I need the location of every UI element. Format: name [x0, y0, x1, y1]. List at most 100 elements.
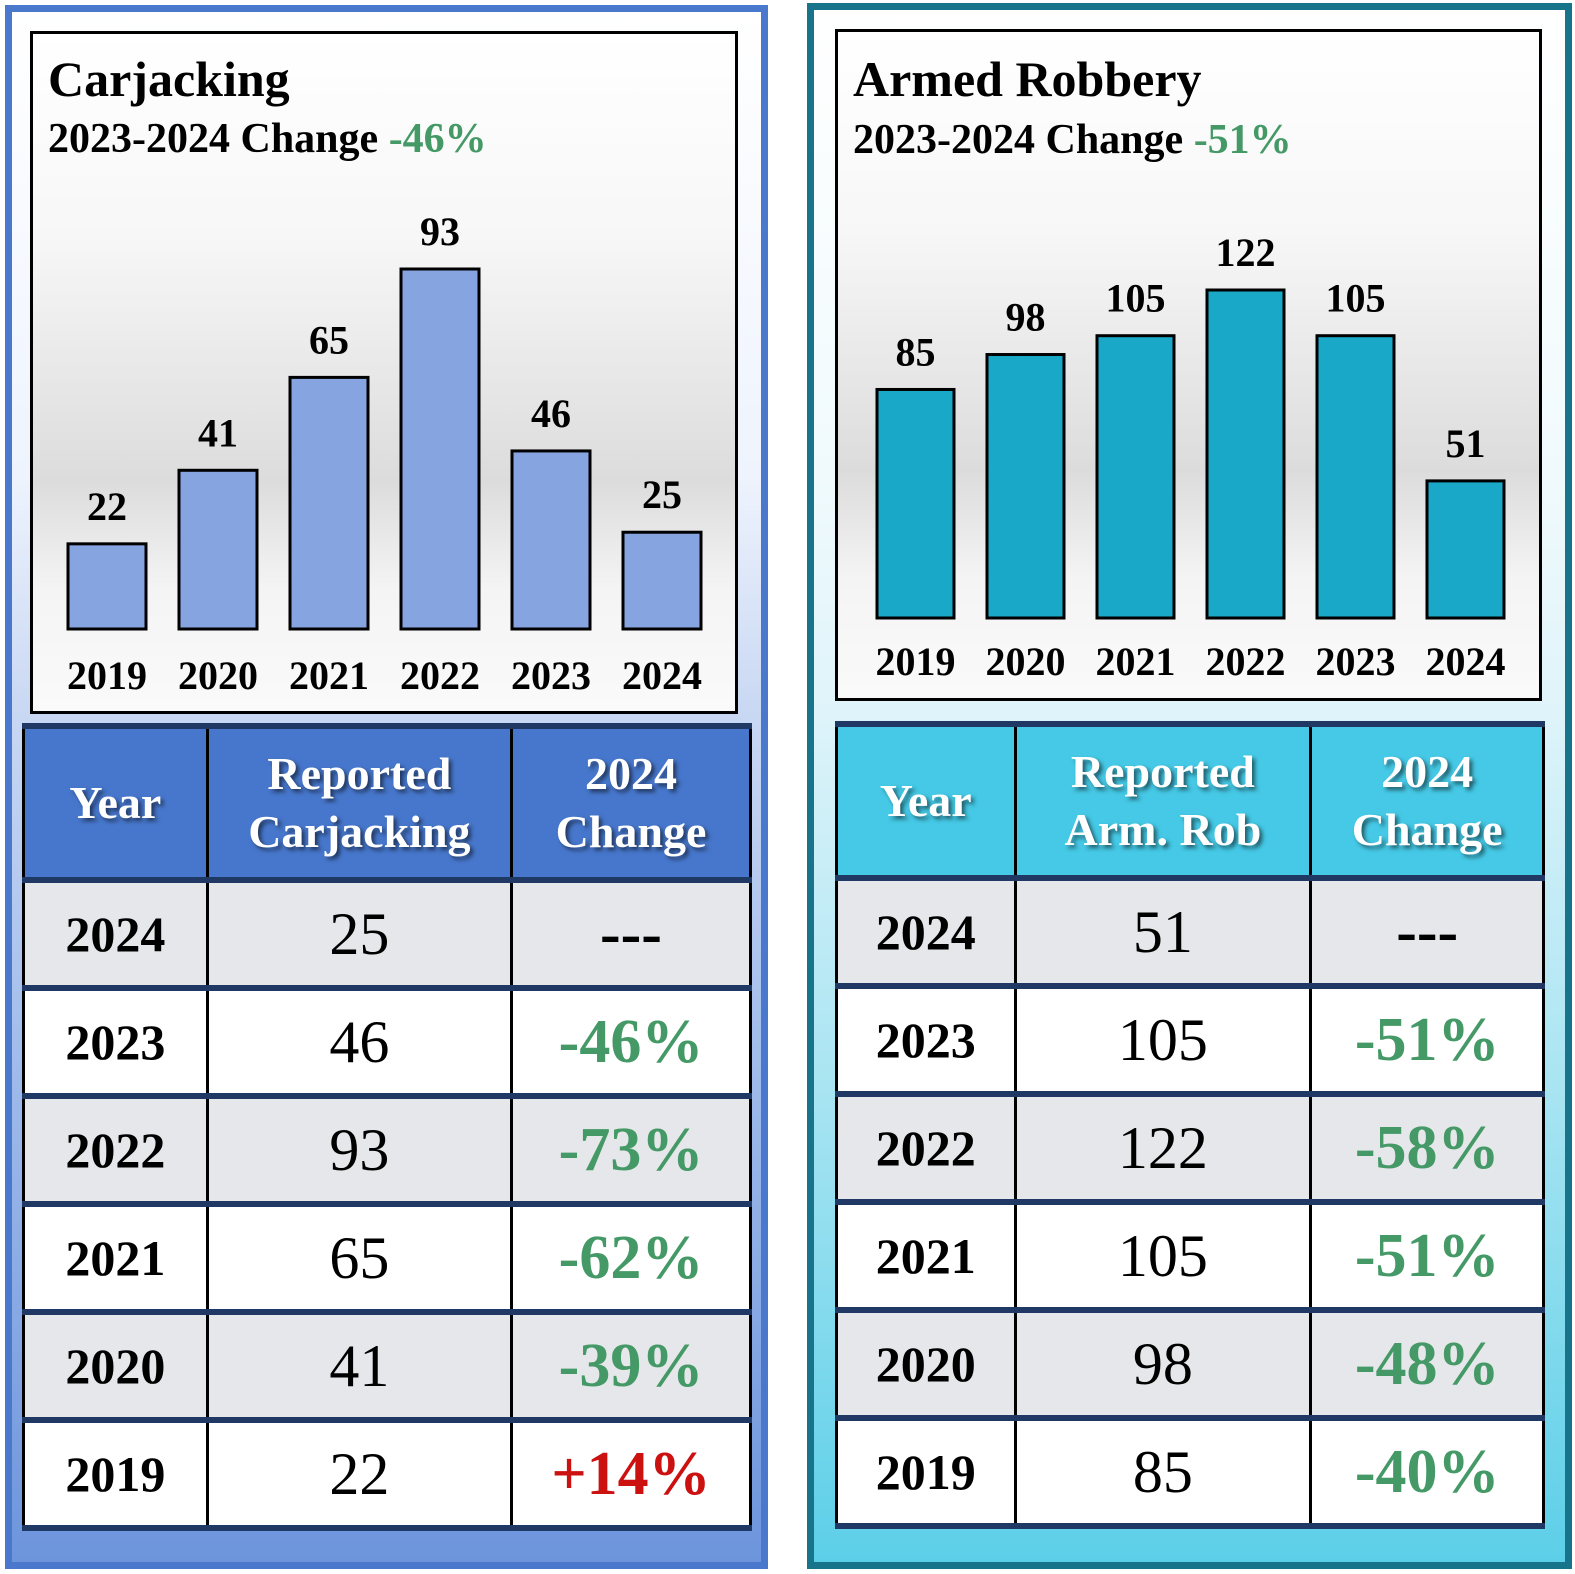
year-cell: 2020 [22, 1310, 209, 1422]
x-tick-label-2019: 2019 [876, 639, 956, 684]
carjacking-panel: Carjacking 2023-2024 Change -46% 22 2019 4… [5, 5, 768, 1569]
change-cell: -73% [510, 1094, 752, 1206]
year-cell: 2023 [835, 984, 1017, 1096]
armed-robbery-bar-chart: Armed Robbery 2023-2024 Change -51% 85 20… [853, 51, 1506, 684]
year-cell: 2019 [22, 1418, 209, 1530]
armed-robbery-table: Year Reported Arm. Rob 2024 Change 2024 51 ---… [835, 721, 1545, 1529]
data-label-2022: 122 [1216, 230, 1276, 275]
data-label-2022: 93 [420, 209, 460, 254]
x-tick-label-2024: 2024 [622, 653, 702, 698]
header-reported: Reported Arm. Rob [1013, 722, 1313, 880]
year-cell: 2024 [22, 878, 209, 990]
year-cell: 2021 [835, 1200, 1017, 1312]
change-cell: --- [510, 878, 752, 990]
x-tick-label-2021: 2021 [289, 653, 369, 698]
table-row: 2021 105 -51% [835, 1200, 1545, 1312]
change-cell: -39% [510, 1310, 752, 1422]
data-label-2023: 105 [1326, 276, 1386, 321]
bar-2022 [399, 267, 481, 631]
subtitle-prefix: 2023-2024 Change [853, 117, 1183, 163]
bar-2020 [177, 468, 259, 631]
change-cell: -51% [1309, 1200, 1545, 1312]
year-cell: 2022 [835, 1092, 1017, 1204]
change-cell: +14% [510, 1418, 752, 1530]
count-cell: 93 [205, 1094, 514, 1206]
carjacking-bar-chart: Carjacking 2023-2024 Change -46% 22 2019 4… [48, 51, 703, 698]
x-tick-label-2022: 2022 [1206, 639, 1286, 684]
bar-2020 [985, 353, 1066, 620]
chart-subtitle: 2023-2024 Change -51% [853, 117, 1292, 163]
year-cell: 2021 [22, 1202, 209, 1314]
header-change: 2024 Change [1309, 722, 1545, 880]
data-label-2020: 98 [1006, 295, 1046, 340]
year-cell: 2019 [835, 1416, 1017, 1528]
bar-2023 [1315, 334, 1396, 620]
bar-marks: 85 2019 98 2020 105 2021 122 2022 105 2023 51 2024 [875, 230, 1506, 684]
x-tick-label-2019: 2019 [67, 653, 147, 698]
bar-2022 [1205, 288, 1286, 620]
table-row: 2024 51 --- [835, 876, 1545, 988]
bar-2021 [1095, 334, 1176, 620]
header-year: Year [22, 724, 209, 882]
carjacking-table: Year Reported Carjacking 2024 Change 2024 25-… [22, 723, 752, 1531]
header-change: 2024 Change [510, 724, 752, 882]
data-label-2024: 51 [1446, 421, 1486, 466]
bar-2021 [288, 375, 370, 631]
count-cell: 85 [1013, 1416, 1313, 1528]
subtitle-prefix: 2023-2024 Change [48, 116, 378, 162]
change-cell: -48% [1309, 1308, 1545, 1420]
header-year: Year [835, 722, 1017, 880]
bar-2019 [875, 387, 956, 620]
x-tick-label-2021: 2021 [1096, 639, 1176, 684]
table-row: 2020 41 -39% [22, 1310, 752, 1422]
count-cell: 122 [1013, 1092, 1313, 1204]
x-tick-label-2020: 2020 [986, 639, 1066, 684]
table-row: 2023 105 -51% [835, 984, 1545, 1096]
table-row: 2023 46 -46% [22, 986, 752, 1098]
header-reported: Reported Carjacking [205, 724, 514, 882]
bar-2019 [66, 542, 148, 631]
change-cell: --- [1309, 876, 1545, 988]
table-row: 2019 85 -40% [835, 1416, 1545, 1528]
data-label-2020: 41 [198, 410, 238, 455]
table-row: 2021 65 -62% [22, 1202, 752, 1314]
data-label-2024: 25 [642, 472, 682, 517]
data-label-2019: 22 [87, 484, 127, 529]
data-label-2021: 105 [1106, 276, 1166, 321]
change-cell: -46% [510, 986, 752, 1098]
x-tick-label-2023: 2023 [1316, 639, 1396, 684]
count-cell: 22 [205, 1418, 514, 1530]
x-tick-label-2023: 2023 [511, 653, 591, 698]
change-cell: -51% [1309, 984, 1545, 1096]
data-label-2021: 65 [309, 317, 349, 362]
bar-2024 [1425, 479, 1506, 620]
count-cell: 46 [205, 986, 514, 1098]
chart-title: Armed Robbery [853, 51, 1202, 107]
count-cell: 51 [1013, 876, 1313, 988]
table-row: 2022 122 -58% [835, 1092, 1545, 1204]
x-tick-label-2022: 2022 [400, 653, 480, 698]
x-tick-label-2020: 2020 [178, 653, 258, 698]
count-cell: 25 [205, 878, 514, 990]
table-header-row: Year Reported Carjacking 2024 Change [22, 724, 752, 882]
change-cell: -40% [1309, 1416, 1545, 1528]
year-cell: 2020 [835, 1308, 1017, 1420]
count-cell: 41 [205, 1310, 514, 1422]
x-tick-label-2024: 2024 [1426, 639, 1506, 684]
table-header-row: Year Reported Arm. Rob 2024 Change [835, 722, 1545, 880]
count-cell: 105 [1013, 984, 1313, 1096]
data-label-2023: 46 [531, 391, 571, 436]
armed-robbery-panel: Armed Robbery 2023-2024 Change -51% 85 20… [807, 3, 1572, 1569]
year-cell: 2023 [22, 986, 209, 1098]
subtitle-change: -46% [389, 116, 487, 162]
change-cell: -58% [1309, 1092, 1545, 1204]
bar-2024 [621, 530, 703, 631]
table-row: 2022 93 -73% [22, 1094, 752, 1206]
bar-marks: 22 2019 41 2020 65 2021 93 2022 46 2023 25 2024 [66, 209, 703, 698]
year-cell: 2022 [22, 1094, 209, 1206]
table-row: 2020 98 -48% [835, 1308, 1545, 1420]
change-cell: -62% [510, 1202, 752, 1314]
year-cell: 2024 [835, 876, 1017, 988]
bar-2023 [510, 449, 592, 631]
armed-robbery-chart: Armed Robbery 2023-2024 Change -51% 85 20… [835, 29, 1542, 701]
